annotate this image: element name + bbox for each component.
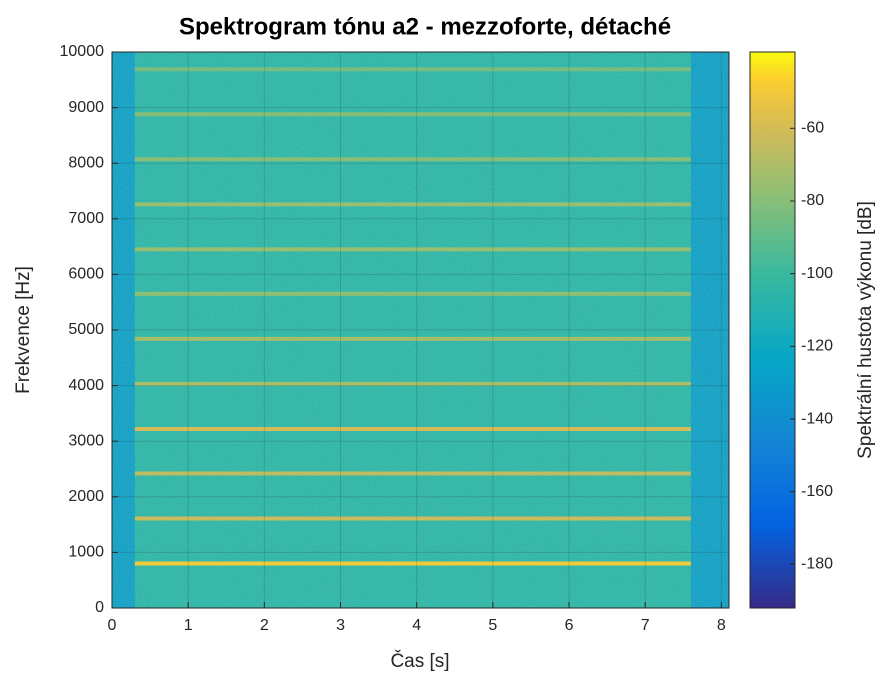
y-tick-label: 5000 <box>68 321 104 338</box>
colorbar-tick-label: -100 <box>801 265 833 282</box>
colorbar-tick-label: -120 <box>801 338 833 355</box>
x-tick-label: 6 <box>565 617 574 634</box>
x-tick-label: 2 <box>260 617 269 634</box>
x-tick-label: 1 <box>184 617 193 634</box>
y-tick-label: 10000 <box>60 43 105 60</box>
axes: 0 1 2 3 4 5 6 7 8 0 1000 2000 3000 4000 5000 6000 7000 80… <box>60 43 834 634</box>
plot-area <box>112 52 729 608</box>
y-tick-label: 2000 <box>68 488 104 505</box>
x-tick-label: 7 <box>641 617 650 634</box>
x-tick-label: 3 <box>336 617 345 634</box>
y-tick-label: 6000 <box>68 266 104 283</box>
x-tick-label: 5 <box>488 617 497 634</box>
colorbar-tick-label: -180 <box>801 556 833 573</box>
y-axis-label: Frekvence [Hz] <box>13 266 34 394</box>
noise-texture <box>112 52 729 608</box>
x-tick-label: 4 <box>412 617 421 634</box>
y-tick-label: 4000 <box>68 377 104 394</box>
x-axis-label: Čas [s] <box>390 650 449 672</box>
colorbar <box>749 51 796 609</box>
y-tick-label: 1000 <box>68 544 104 561</box>
axes-box <box>111 51 730 609</box>
colorbar-tick-label: -80 <box>801 192 824 209</box>
y-tick-label: 7000 <box>68 210 104 227</box>
colorbar-tick-label: -140 <box>801 410 833 427</box>
colorbar-tick-label: -160 <box>801 483 833 500</box>
chart-title: Spektrogram tónu a2 - mezzoforte, détach… <box>179 13 671 40</box>
x-tick-label: 8 <box>717 617 726 634</box>
y-tick-label: 9000 <box>68 99 104 116</box>
x-tick-label: 0 <box>108 617 117 634</box>
colorbar-label: Spektrální hustota výkonu [dB] <box>855 201 876 459</box>
y-tick-label: 8000 <box>68 154 104 171</box>
y-tick-label: 3000 <box>68 432 104 449</box>
y-tick-label: 0 <box>95 599 104 616</box>
colorbar-tick-label: -60 <box>801 120 824 137</box>
